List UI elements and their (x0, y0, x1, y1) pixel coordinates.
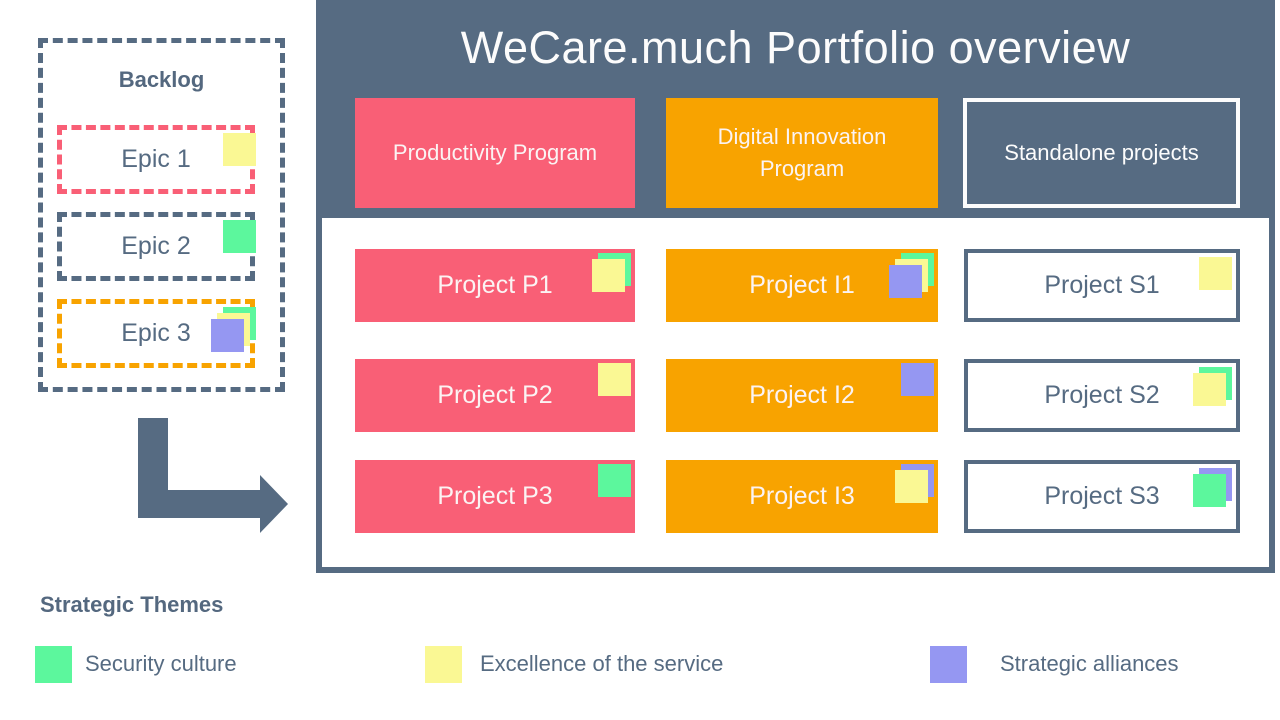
yellow-sticky-note (223, 133, 256, 166)
elbow-arrow-icon (138, 418, 288, 533)
backlog-title: Backlog (118, 67, 205, 92)
epic-card-1: Epic 1 (57, 125, 256, 194)
project-card-i2: Project I2 (666, 359, 938, 432)
legend-label-strategic-alliances: Strategic alliances (1000, 651, 1179, 676)
project-label: Project I1 (749, 271, 855, 299)
green-sticky-note (598, 464, 631, 497)
program-box-digital-innovation: Digital Innovation Program (666, 98, 938, 208)
backlog-panel: Backlog Epic 1 Epic 2 Epic 3 (38, 38, 285, 392)
green-swatch (35, 646, 72, 683)
epic-label: Epic 3 (121, 319, 191, 347)
project-card-p1: Project P1 (355, 249, 635, 322)
epic-label: Epic 2 (121, 232, 191, 260)
purple-sticky-note (211, 319, 244, 352)
project-card-i3: Project I3 (666, 460, 938, 533)
p3-sticky-stack (583, 460, 635, 512)
project-label: Project P2 (437, 381, 553, 409)
yellow-sticky-note (895, 470, 928, 503)
project-card-i1: Project I1 (666, 249, 938, 322)
purple-swatch (930, 646, 967, 683)
project-label: Project P3 (437, 482, 553, 510)
project-label: Project S3 (1044, 482, 1160, 510)
legend-title: Strategic Themes (40, 592, 224, 617)
yellow-sticky-note (1193, 373, 1226, 406)
project-card-s2: Project S2 (964, 359, 1240, 432)
legend-label-security-culture: Security culture (85, 651, 237, 676)
project-label: Project S1 (1044, 271, 1160, 299)
s2-sticky-stack (1184, 363, 1236, 415)
p2-sticky-stack (583, 359, 635, 411)
project-label: Project I3 (749, 482, 855, 510)
project-card-p2: Project P2 (355, 359, 635, 432)
green-sticky-note (223, 220, 256, 253)
epic-3-sticky-stack (211, 303, 260, 352)
i3-sticky-stack (886, 460, 938, 512)
portfolio-board: WeCare.much Portfolio overview Productiv… (316, 0, 1275, 573)
program-box-standalone: Standalone projects (963, 98, 1240, 208)
purple-sticky-note (901, 363, 934, 396)
s1-sticky-stack (1184, 253, 1236, 305)
yellow-sticky-note (1199, 257, 1232, 290)
s3-sticky-stack (1184, 464, 1236, 516)
epic-1-sticky-stack (214, 129, 260, 177)
legend-label-excellence-of-service: Excellence of the service (480, 651, 724, 676)
page-title: WeCare.much Portfolio overview (460, 22, 1131, 73)
program-box-productivity: Productivity Program (355, 98, 635, 208)
yellow-swatch (425, 646, 462, 683)
p1-sticky-stack (583, 249, 635, 301)
project-label: Project P1 (437, 271, 553, 299)
project-label: Project I2 (749, 381, 855, 409)
board-header: WeCare.much Portfolio overview Productiv… (316, 0, 1275, 218)
i1-sticky-stack (886, 249, 938, 301)
project-card-s3: Project S3 (964, 460, 1240, 533)
project-card-p3: Project P3 (355, 460, 635, 533)
project-label: Project S2 (1044, 381, 1160, 409)
yellow-sticky-note (592, 259, 625, 292)
purple-sticky-note (889, 265, 922, 298)
i2-sticky-stack (886, 359, 938, 411)
green-sticky-note (1193, 474, 1226, 507)
epic-2-sticky-stack (214, 216, 260, 264)
epic-card-3: Epic 3 (57, 299, 256, 368)
epic-label: Epic 1 (121, 145, 191, 173)
epic-card-2: Epic 2 (57, 212, 256, 281)
yellow-sticky-note (598, 363, 631, 396)
project-card-s1: Project S1 (964, 249, 1240, 322)
